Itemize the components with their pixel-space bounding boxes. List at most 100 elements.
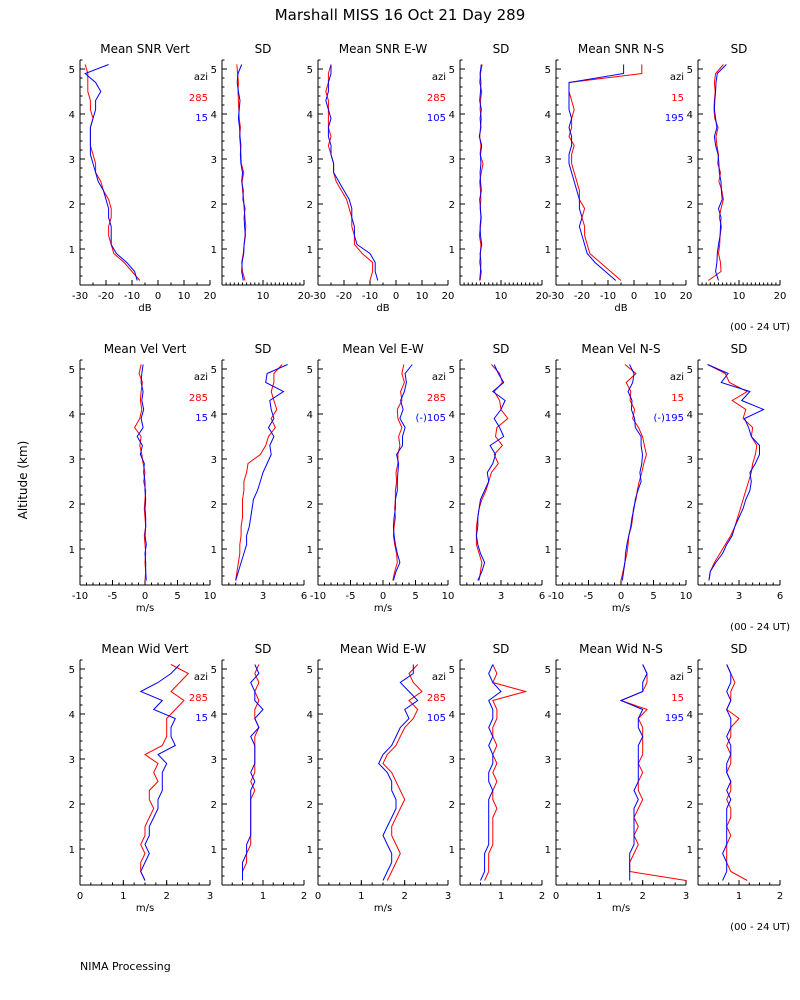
x-tick-label: 10 bbox=[178, 291, 191, 302]
legend-label-blue: 105 bbox=[427, 113, 446, 124]
x-tick-label: -30 bbox=[72, 291, 88, 302]
legend-header: azi bbox=[432, 672, 446, 683]
y-tick-label: 2 bbox=[687, 200, 693, 211]
y-tick-label: 5 bbox=[687, 365, 693, 376]
series-line-blue bbox=[568, 64, 625, 281]
y-tick-label: 4 bbox=[307, 410, 313, 421]
x-tick-label: 3 bbox=[260, 591, 266, 602]
x-axis-label: m/s bbox=[612, 603, 630, 614]
x-tick-label: 2 bbox=[301, 891, 307, 902]
series-line-red bbox=[134, 364, 147, 581]
y-tick-label: 1 bbox=[307, 545, 313, 556]
y-tick-label: 3 bbox=[69, 155, 75, 166]
series-line-blue bbox=[242, 664, 264, 881]
series-line-blue bbox=[621, 364, 644, 581]
legend-label-blue: 15 bbox=[195, 113, 208, 124]
x-tick-label: -10 bbox=[362, 291, 378, 302]
y-tick-label: 4 bbox=[449, 410, 455, 421]
panel-title: SD bbox=[493, 42, 510, 56]
y-tick-label: 2 bbox=[211, 200, 217, 211]
x-tick-label: -10 bbox=[600, 291, 616, 302]
y-tick-label: 2 bbox=[211, 800, 217, 811]
y-tick-label: 5 bbox=[307, 365, 313, 376]
legend-header: azi bbox=[432, 372, 446, 383]
y-tick-label: 5 bbox=[307, 665, 313, 676]
legend-label-blue: (-)105 bbox=[416, 413, 447, 424]
x-tick-label: -30 bbox=[310, 291, 326, 302]
x-tick-label: 0 bbox=[631, 291, 637, 302]
legend-label-blue: 15 bbox=[195, 413, 208, 424]
y-tick-label: 3 bbox=[545, 755, 551, 766]
x-tick-label: -5 bbox=[108, 591, 118, 602]
x-tick-label: 3 bbox=[498, 591, 504, 602]
y-tick-label: 2 bbox=[307, 800, 313, 811]
legend-label-blue: 105 bbox=[427, 713, 446, 724]
series-line-blue bbox=[392, 364, 413, 581]
series-line-blue bbox=[139, 664, 181, 881]
y-tick-label: 5 bbox=[545, 65, 551, 76]
legend-label-red: 285 bbox=[427, 93, 446, 104]
panel-title: SD bbox=[493, 342, 510, 356]
series-line-blue bbox=[475, 364, 506, 581]
y-tick-label: 3 bbox=[687, 455, 693, 466]
y-tick-label: 2 bbox=[545, 800, 551, 811]
y-tick-label: 2 bbox=[545, 500, 551, 511]
y-tick-label: 4 bbox=[687, 110, 693, 121]
x-tick-label: 2 bbox=[539, 891, 545, 902]
y-tick-label: 4 bbox=[211, 110, 217, 121]
panel-title: Mean Vel Vert bbox=[104, 342, 187, 356]
y-tick-label: 1 bbox=[687, 245, 693, 256]
y-tick-label: 5 bbox=[69, 65, 75, 76]
x-tick-label: 0 bbox=[142, 591, 148, 602]
y-tick-label: 1 bbox=[211, 245, 217, 256]
x-tick-label: -10 bbox=[548, 591, 564, 602]
y-tick-label: 5 bbox=[69, 665, 75, 676]
series-line-red bbox=[140, 664, 190, 881]
y-tick-label: 5 bbox=[545, 365, 551, 376]
legend-label-red: 15 bbox=[671, 393, 684, 404]
series-line-red bbox=[478, 64, 484, 281]
series-line-red bbox=[620, 364, 647, 581]
x-tick-label: 2 bbox=[777, 891, 783, 902]
x-tick-label: 2 bbox=[401, 891, 407, 902]
y-tick-label: 4 bbox=[545, 710, 551, 721]
x-tick-label: 3 bbox=[207, 891, 213, 902]
ut-note-row2: (00 - 24 UT) bbox=[730, 622, 790, 633]
figure-title: Marshall MISS 16 Oct 21 Day 289 bbox=[275, 6, 526, 24]
y-tick-label: 1 bbox=[211, 845, 217, 856]
series-line-blue bbox=[378, 664, 419, 881]
y-tick-label: 3 bbox=[545, 155, 551, 166]
y-tick-label: 1 bbox=[545, 545, 551, 556]
y-tick-label: 4 bbox=[545, 410, 551, 421]
y-tick-label: 3 bbox=[211, 755, 217, 766]
y-tick-label: 2 bbox=[449, 200, 455, 211]
panel-title: Mean Wid Vert bbox=[101, 642, 188, 656]
panel-title: Mean Vel E-W bbox=[342, 342, 424, 356]
series-line-red bbox=[392, 364, 405, 581]
series-line-blue bbox=[722, 664, 732, 881]
x-tick-label: 5 bbox=[412, 591, 418, 602]
y-tick-label: 4 bbox=[449, 710, 455, 721]
x-tick-label: -30 bbox=[548, 291, 564, 302]
x-tick-label: 5 bbox=[650, 591, 656, 602]
y-tick-label: 4 bbox=[307, 710, 313, 721]
y-tick-label: 1 bbox=[69, 245, 75, 256]
legend-label-red: 285 bbox=[427, 693, 446, 704]
panel-title: SD bbox=[255, 42, 272, 56]
x-tick-label: 20 bbox=[298, 291, 311, 302]
x-axis-label: m/s bbox=[136, 903, 154, 914]
series-line-red bbox=[568, 64, 643, 281]
x-tick-label: 1 bbox=[358, 891, 364, 902]
ut-note-row1: (00 - 24 UT) bbox=[730, 322, 790, 333]
x-tick-label: 10 bbox=[495, 291, 508, 302]
y-tick-label: 4 bbox=[211, 710, 217, 721]
y-tick-label: 5 bbox=[69, 365, 75, 376]
y-tick-label: 1 bbox=[307, 245, 313, 256]
series-line-red bbox=[235, 364, 283, 581]
y-tick-label: 2 bbox=[69, 200, 75, 211]
x-tick-label: 10 bbox=[442, 591, 455, 602]
legend-label-red: 285 bbox=[189, 693, 208, 704]
panel-title: SD bbox=[493, 642, 510, 656]
series-line-red bbox=[236, 64, 247, 281]
